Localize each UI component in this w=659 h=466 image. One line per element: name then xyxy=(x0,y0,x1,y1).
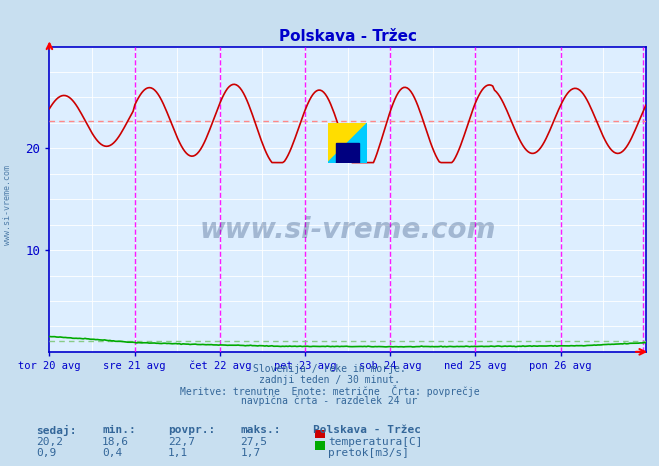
Text: 1,1: 1,1 xyxy=(168,448,188,458)
Text: Slovenija / reke in morje.: Slovenija / reke in morje. xyxy=(253,364,406,374)
Text: www.si-vreme.com: www.si-vreme.com xyxy=(3,165,13,245)
Text: Polskava - Tržec: Polskava - Tržec xyxy=(313,425,421,435)
Text: 0,4: 0,4 xyxy=(102,448,123,458)
Text: maks.:: maks.: xyxy=(241,425,281,435)
Text: 20,2: 20,2 xyxy=(36,437,63,446)
Text: www.si-vreme.com: www.si-vreme.com xyxy=(200,216,496,244)
Text: 22,7: 22,7 xyxy=(168,437,195,446)
Text: temperatura[C]: temperatura[C] xyxy=(328,437,422,446)
Text: 1,7: 1,7 xyxy=(241,448,261,458)
Text: 27,5: 27,5 xyxy=(241,437,268,446)
Text: zadnji teden / 30 minut.: zadnji teden / 30 minut. xyxy=(259,375,400,384)
Text: min.:: min.: xyxy=(102,425,136,435)
Polygon shape xyxy=(328,123,367,163)
Text: navpična črta - razdelek 24 ur: navpična črta - razdelek 24 ur xyxy=(241,395,418,406)
Text: sedaj:: sedaj: xyxy=(36,425,76,436)
Text: 0,9: 0,9 xyxy=(36,448,57,458)
Polygon shape xyxy=(328,123,367,163)
Text: pretok[m3/s]: pretok[m3/s] xyxy=(328,448,409,458)
Text: 18,6: 18,6 xyxy=(102,437,129,446)
Text: povpr.:: povpr.: xyxy=(168,425,215,435)
Title: Polskava - Tržec: Polskava - Tržec xyxy=(279,29,416,44)
Polygon shape xyxy=(335,143,359,163)
Text: Meritve: trenutne  Enote: metrične  Črta: povprečje: Meritve: trenutne Enote: metrične Črta: … xyxy=(180,385,479,397)
